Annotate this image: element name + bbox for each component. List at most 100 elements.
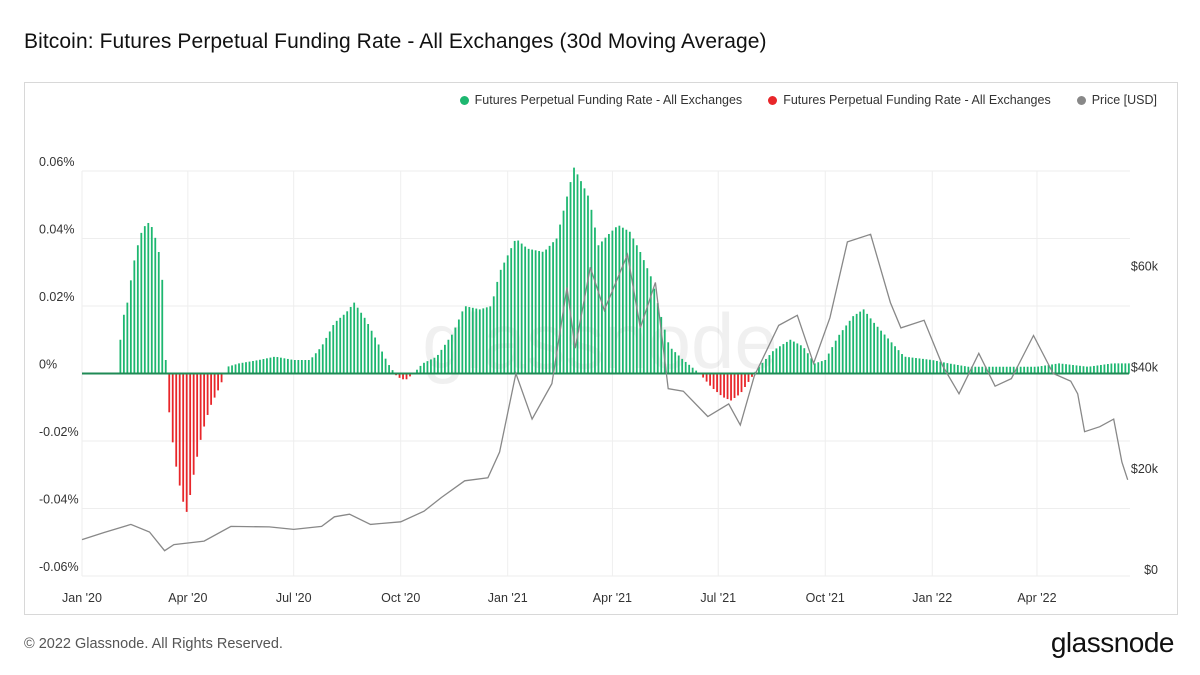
chart-svg: glassnode 0.06% 0.04% 0.02% 0% -0.02% -0.04% -… [39, 155, 1159, 605]
x-tick-label: Jan '22 [912, 591, 952, 605]
funding-bar [925, 359, 928, 374]
funding-bar [936, 360, 938, 374]
x-tick-label: Jul '21 [700, 591, 736, 605]
funding-bar [660, 316, 663, 374]
funding-bar [1117, 363, 1120, 374]
funding-bar [639, 252, 642, 374]
funding-bar [430, 359, 432, 374]
funding-bar [227, 366, 230, 374]
funding-bar [506, 255, 509, 374]
funding-bar [377, 344, 380, 374]
legend-item-negative[interactable]: Futures Perpetual Funding Rate - All Exc… [768, 93, 1051, 107]
funding-bar [520, 243, 523, 374]
funding-bar [862, 309, 865, 374]
funding-bar [1068, 364, 1071, 374]
funding-bar [684, 361, 687, 374]
funding-bar [157, 252, 160, 374]
funding-bar [454, 327, 457, 374]
legend-dot-icon [459, 95, 469, 105]
funding-bar [531, 249, 534, 374]
funding-bar [991, 366, 994, 374]
funding-bar [974, 366, 977, 374]
funding-bar [751, 373, 753, 377]
legend-label: Futures Perpetual Funding Rate - All Exc… [783, 93, 1051, 107]
y-tick-label-left: 0.04% [39, 223, 74, 237]
legend-dot-icon [768, 95, 778, 105]
funding-bar [873, 322, 876, 374]
funding-bar [210, 373, 213, 405]
legend-label: Price [USD] [1091, 93, 1157, 107]
funding-bar [576, 174, 579, 374]
funding-bar [949, 363, 952, 374]
funding-bar [887, 338, 889, 374]
funding-bar [259, 359, 261, 374]
x-tick-label: Apr '20 [168, 591, 207, 605]
funding-bar [1107, 364, 1109, 374]
x-tick-label: Jan '20 [62, 591, 102, 605]
funding-bar [768, 355, 771, 374]
funding-bar [775, 348, 778, 374]
funding-bar [562, 210, 565, 374]
funding-bar [196, 373, 199, 457]
x-tick-label: Oct '21 [806, 591, 845, 605]
funding-bar [866, 313, 869, 374]
funding-bar [423, 362, 425, 374]
funding-bar [189, 373, 192, 495]
funding-bar [203, 373, 206, 427]
funding-bar [1100, 364, 1102, 374]
funding-bar [820, 361, 823, 374]
y-tick-label-left: 0.06% [39, 155, 74, 169]
funding-bar [789, 339, 792, 374]
funding-bar [1023, 366, 1026, 374]
funding-bar [185, 373, 188, 512]
funding-bar [304, 360, 307, 374]
funding-bar [325, 337, 328, 374]
funding-bar [614, 227, 617, 374]
funding-bar [559, 224, 561, 374]
funding-bar [737, 373, 739, 396]
funding-bar [273, 356, 275, 374]
funding-bar [133, 260, 136, 374]
x-tick-label: Apr '21 [593, 591, 632, 605]
funding-bar [977, 366, 980, 374]
funding-bar [1120, 363, 1123, 374]
funding-bar [1019, 366, 1022, 374]
funding-bar [122, 314, 125, 374]
funding-bar [747, 373, 750, 382]
funding-bar [262, 359, 265, 374]
funding-bar [1047, 364, 1050, 374]
funding-bar [433, 357, 436, 374]
funding-bar [583, 188, 586, 374]
funding-bar [1082, 366, 1085, 374]
funding-bar [464, 306, 467, 374]
funding-bar [1033, 366, 1036, 374]
funding-bar [492, 296, 495, 374]
funding-bar [136, 245, 139, 374]
glassnode-logo[interactable]: glassnode [1050, 627, 1175, 658]
funding-bar [541, 251, 544, 374]
legend-item-price[interactable]: Price [USD] [1076, 93, 1157, 107]
funding-bar [409, 373, 411, 377]
funding-rate-bars [119, 167, 1130, 512]
funding-bar [370, 330, 373, 374]
funding-bar [283, 358, 286, 374]
funding-bar [998, 366, 1001, 374]
funding-bar [192, 373, 195, 475]
funding-bar [580, 181, 582, 374]
funding-bar [349, 306, 352, 374]
funding-bar [1096, 365, 1099, 374]
funding-bar [513, 240, 516, 374]
funding-bar [761, 362, 764, 374]
legend-item-positive[interactable]: Futures Perpetual Funding Rate - All Exc… [459, 93, 743, 107]
funding-bar [266, 358, 268, 374]
funding-bar [1040, 366, 1043, 374]
funding-bar [1089, 366, 1092, 374]
funding-bar [199, 373, 202, 440]
funding-bar [646, 268, 649, 374]
funding-bar [792, 341, 795, 374]
y-tick-label-left: 0% [39, 358, 57, 372]
funding-bar [827, 353, 830, 374]
legend-label: Futures Perpetual Funding Rate - All Exc… [474, 93, 743, 107]
funding-bar [234, 364, 237, 374]
funding-bar [911, 357, 914, 374]
